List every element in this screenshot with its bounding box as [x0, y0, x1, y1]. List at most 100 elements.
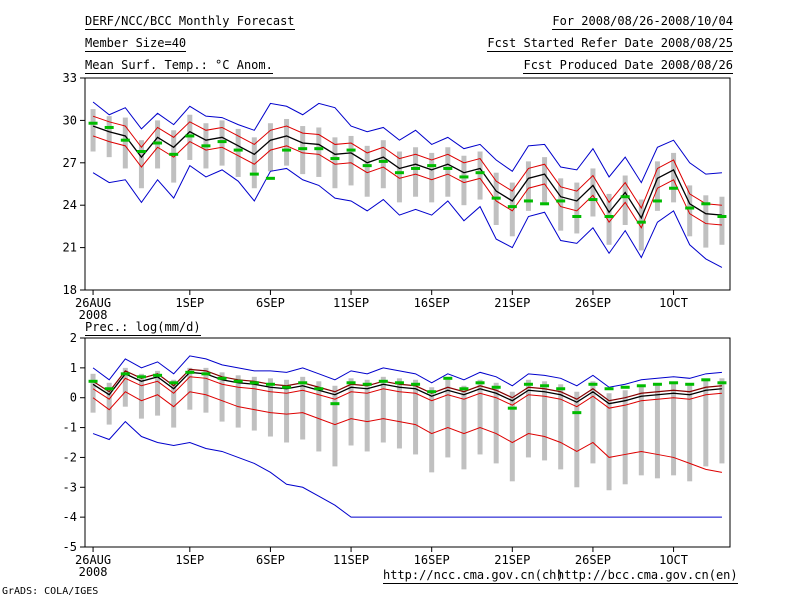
y-tick-label: -3 [63, 480, 77, 494]
x-tick-sublabel: 2008 [79, 308, 108, 322]
ensemble-range-bar [348, 135, 354, 186]
ensemble-range-bar [638, 199, 644, 251]
ensemble-range-bar [251, 137, 257, 189]
y-tick-label: 24 [63, 198, 77, 212]
ensemble-range-bar [332, 385, 338, 467]
ensemble-range-bar [122, 117, 128, 169]
x-tick-label: 11SEP [333, 553, 369, 567]
ensemble-range-bar [235, 128, 241, 177]
x-tick-label: 11SEP [333, 296, 369, 310]
ensemble-range-bar [155, 370, 161, 416]
ensemble-range-bar [171, 379, 177, 428]
ensemble-range-bar [622, 175, 628, 225]
x-tick-label: 21SEP [494, 296, 530, 310]
x-tick-label: 1OCT [659, 296, 688, 310]
y-tick-label: 27 [63, 156, 77, 170]
ensemble-range-bar [235, 375, 241, 428]
series-mean-plus-spread [92, 115, 722, 210]
ensemble-range-bar [332, 137, 338, 189]
y-tick-label: 33 [63, 71, 77, 85]
ensemble-range-bar [219, 372, 225, 422]
ensemble-range-bar [574, 182, 580, 234]
x-tick-sublabel: 2008 [79, 565, 108, 579]
x-tick-label: 26SEP [575, 553, 611, 567]
series-mean-minus-spread [92, 135, 722, 229]
ensemble-range-bar [638, 385, 644, 476]
ensemble-range-bar [316, 381, 322, 452]
ensemble-range-bar [445, 379, 451, 458]
ensemble-range-bar [187, 367, 193, 410]
ensemble-range-bar [316, 127, 322, 177]
ensemble-range-bar [654, 384, 660, 479]
grads-credit: GrADS: COLA/IGES [2, 586, 99, 597]
x-tick-label: 16SEP [414, 553, 450, 567]
series-ensemble-min [92, 164, 723, 268]
ensemble-range-bar [509, 391, 515, 482]
forecast-range-label: For 2008/08/26-2008/10/04 [552, 14, 733, 30]
ensemble-range-bar [396, 378, 402, 449]
ensemble-range-bar [396, 151, 402, 203]
ensemble-range-bar [525, 161, 531, 211]
ensemble-range-bar [267, 378, 273, 437]
ensemble-range-bar [477, 151, 483, 200]
ensemble-range-bar [525, 379, 531, 458]
ensemble-range-bar [106, 382, 112, 425]
ensemble-range-bar [461, 155, 467, 206]
y-tick-label: 1 [70, 361, 77, 375]
ensemble-range-bar [203, 367, 209, 413]
ensemble-range-bar [106, 116, 112, 158]
ensemble-range-bar [171, 130, 177, 183]
y-tick-label: 21 [63, 241, 77, 255]
ensemble-range-bar [429, 387, 435, 473]
ensemble-range-bar [719, 378, 725, 464]
ensemble-range-bar [284, 379, 290, 443]
ensemble-range-bar [445, 147, 451, 197]
url-ncc: http://ncc.cma.gov.cn(ch) [383, 568, 564, 584]
ensemble-range-bar [90, 109, 96, 152]
ensemble-range-bar [138, 373, 144, 419]
refer-date-label: Fcst Started Refer Date 2008/08/25 [487, 36, 733, 52]
x-tick-label: 26AUG [75, 553, 111, 567]
ensemble-range-bar [364, 145, 370, 197]
series-ensemble-max [92, 355, 722, 388]
series-ensemble-min [92, 420, 722, 518]
x-tick-label: 16SEP [414, 296, 450, 310]
ensemble-range-bar [590, 381, 596, 464]
panel1-variable-label: Mean Surf. Temp.: °C Anom. [85, 58, 273, 74]
plot-frame [84, 337, 731, 548]
ensemble-range-bar [590, 168, 596, 217]
x-tick-label: 1SEP [175, 553, 204, 567]
ensemble-range-bar [122, 367, 128, 407]
ensemble-range-bar [461, 385, 467, 470]
series-ensemble-max [92, 101, 722, 184]
ensemble-range-bar [429, 152, 435, 203]
series-mean-minus-spread [92, 391, 723, 473]
y-tick-label: -4 [63, 510, 77, 524]
ensemble-range-bar [558, 384, 564, 470]
panel2-variable-label: Prec.: log(mm/d) [85, 320, 201, 336]
ensemble-range-bar [558, 178, 564, 231]
x-tick-label: 6SEP [256, 553, 285, 567]
ensemble-range-bar [300, 376, 306, 440]
ensemble-range-bar [542, 157, 548, 206]
series-control-run [92, 368, 722, 402]
y-tick-label: 2 [70, 331, 77, 345]
ensemble-range-bar [687, 384, 693, 482]
ensemble-range-bar [284, 118, 290, 166]
ensemble-range-bar [138, 140, 144, 189]
ensemble-range-bar [364, 379, 370, 452]
ensemble-range-bar [671, 152, 677, 203]
ensemble-range-bar [380, 140, 386, 189]
ensemble-range-bar [703, 195, 709, 248]
series-ensemble-mean [92, 125, 722, 220]
url-bcc: http://bcc.cma.gov.cn(en) [557, 568, 738, 584]
x-tick-label: 1SEP [175, 296, 204, 310]
x-tick-label: 26SEP [575, 296, 611, 310]
ensemble-range-bar [574, 391, 580, 488]
ensemble-range-bar [348, 378, 354, 446]
ensemble-range-bar [671, 382, 677, 476]
ensemble-range-bar [654, 161, 660, 211]
member-size-label: Member Size=40 [85, 36, 187, 52]
